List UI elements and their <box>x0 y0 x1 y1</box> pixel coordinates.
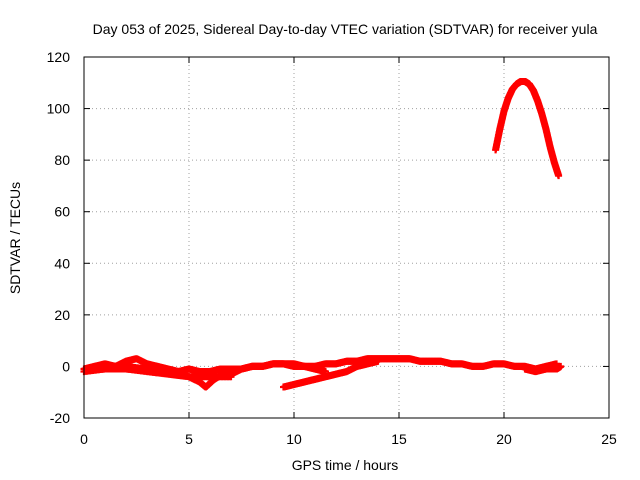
y-axis-label: SDTVAR / TECUs <box>7 182 23 294</box>
x-axis-label: GPS time / hours <box>292 457 399 473</box>
y-tick-label: 120 <box>47 49 71 65</box>
x-tick-label: 5 <box>185 431 193 447</box>
x-tick-label: 15 <box>391 431 407 447</box>
y-tick-label: 80 <box>54 152 70 168</box>
data-point <box>322 368 329 376</box>
data-series <box>80 77 565 391</box>
data-point <box>555 172 563 180</box>
x-tick-label: 10 <box>286 431 302 447</box>
x-tick-label: 0 <box>80 431 88 447</box>
y-tick-label: -20 <box>50 410 70 426</box>
plot-frame <box>83 56 610 419</box>
x-tick-label: 20 <box>496 431 512 447</box>
data-point <box>374 357 382 365</box>
y-tick-label: 60 <box>54 204 70 220</box>
y-tick-label: 20 <box>54 307 70 323</box>
y-tick-label: 100 <box>47 101 71 117</box>
y-tick-label: 0 <box>62 358 70 374</box>
chart-title: Day 053 of 2025, Sidereal Day-to-day VTE… <box>93 21 598 37</box>
y-tick-label: 40 <box>54 255 70 271</box>
x-tick-label: 25 <box>601 431 617 447</box>
axis-ticks: 0 5 10 15 20 25 -20 0 20 40 60 80 100 120 <box>47 49 617 447</box>
data-point <box>557 362 565 370</box>
